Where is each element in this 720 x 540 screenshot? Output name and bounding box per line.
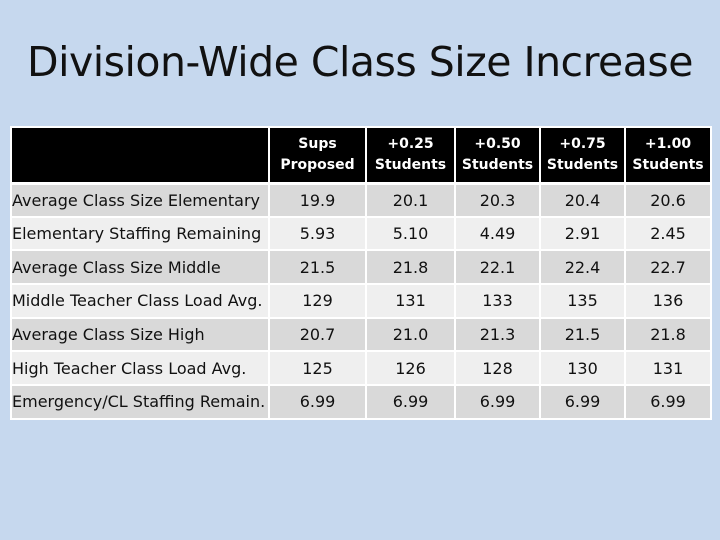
slide-title: Division-Wide Class Size Increase	[27, 38, 694, 86]
table-cell: 19.9	[268, 181, 367, 218]
table-cell: 20.7	[268, 316, 367, 353]
table-cell: 6.99	[624, 384, 712, 420]
column-header-line2: Proposed	[280, 156, 355, 173]
table-cell: 5.10	[365, 215, 456, 252]
table-cell: 6.99	[365, 384, 456, 420]
row-label: Average Class Size High	[10, 316, 270, 353]
row-label: Average Class Size Elementary	[10, 181, 270, 218]
row-label: Emergency/CL Staffing Remain.	[10, 384, 270, 420]
header-corner-cell	[10, 126, 270, 184]
table-cell: 21.5	[539, 316, 626, 353]
table-row: Emergency/CL Staffing Remain. 6.99 6.99 …	[10, 384, 712, 420]
column-header: +0.25 Students	[365, 126, 456, 184]
table-cell: 129	[268, 283, 367, 319]
row-label: Middle Teacher Class Load Avg.	[10, 283, 270, 319]
table-row: Average Class Size Elementary 19.9 20.1 …	[10, 181, 712, 218]
table-cell: 22.4	[539, 249, 626, 286]
table-cell: 21.5	[268, 249, 367, 286]
table-cell: 128	[454, 350, 541, 387]
table-row: Average Class Size High 20.7 21.0 21.3 2…	[10, 316, 712, 353]
column-header-line2: Students	[546, 156, 619, 173]
table-cell: 21.8	[365, 249, 456, 286]
table-cell: 6.99	[268, 384, 367, 420]
table-cell: 131	[365, 283, 456, 319]
column-header-line1: +0.75	[559, 135, 606, 152]
column-header-line1: +0.50	[474, 135, 521, 152]
table-cell: 133	[454, 283, 541, 319]
table-header-row: Sups Proposed +0.25 Students +0.50 Stude…	[10, 126, 712, 184]
table-cell: 136	[624, 283, 712, 319]
table-cell: 22.7	[624, 249, 712, 286]
column-header-line2: Students	[461, 156, 534, 173]
column-header-line1: Sups	[298, 135, 337, 152]
column-header: +1.00 Students	[624, 126, 712, 184]
column-header: +0.75 Students	[539, 126, 626, 184]
table-cell: 126	[365, 350, 456, 387]
table-cell: 4.49	[454, 215, 541, 252]
table-cell: 20.4	[539, 181, 626, 218]
table-cell: 21.0	[365, 316, 456, 353]
table-row: High Teacher Class Load Avg. 125 126 128…	[10, 350, 712, 387]
table-cell: 6.99	[539, 384, 626, 420]
table-row: Average Class Size Middle 21.5 21.8 22.1…	[10, 249, 712, 286]
row-label: Average Class Size Middle	[10, 249, 270, 286]
table-cell: 2.45	[624, 215, 712, 252]
table-cell: 22.1	[454, 249, 541, 286]
column-header: Sups Proposed	[268, 126, 367, 184]
column-header-line2: Students	[374, 156, 447, 173]
table-cell: 20.1	[365, 181, 456, 218]
table-cell: 6.99	[454, 384, 541, 420]
table-cell: 2.91	[539, 215, 626, 252]
table-row: Elementary Staffing Remaining 5.93 5.10 …	[10, 215, 712, 252]
row-label: High Teacher Class Load Avg.	[10, 350, 270, 387]
row-label: Elementary Staffing Remaining	[10, 215, 270, 252]
table-cell: 125	[268, 350, 367, 387]
table-cell: 131	[624, 350, 712, 387]
column-header-line2: Students	[632, 156, 704, 173]
table-cell: 20.3	[454, 181, 541, 218]
table-row: Middle Teacher Class Load Avg. 129 131 1…	[10, 283, 712, 319]
table-cell: 135	[539, 283, 626, 319]
table-cell: 5.93	[268, 215, 367, 252]
column-header: +0.50 Students	[454, 126, 541, 184]
table-cell: 21.3	[454, 316, 541, 353]
table-cell: 130	[539, 350, 626, 387]
column-header-line1: +0.25	[387, 135, 434, 152]
table-cell: 21.8	[624, 316, 712, 353]
column-header-line1: +1.00	[644, 135, 692, 152]
table-cell: 20.6	[624, 181, 712, 218]
class-size-table: Sups Proposed +0.25 Students +0.50 Stude…	[10, 126, 712, 420]
